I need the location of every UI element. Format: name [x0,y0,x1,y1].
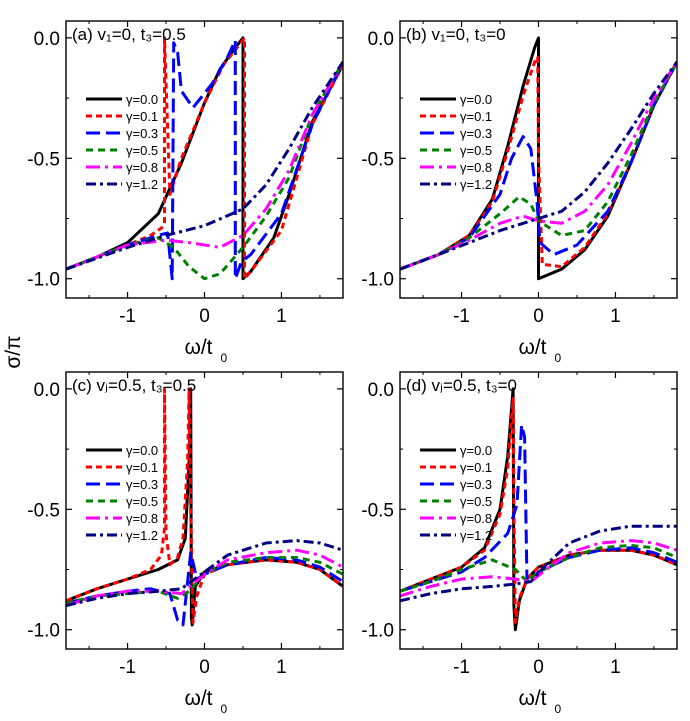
series-line-gamma-4 [400,61,677,271]
plot-frame [65,371,344,650]
legend-label: γ=1.2 [460,177,492,192]
legend-label: γ=0.3 [126,477,158,492]
legend: γ=0.0 γ=0.1 γ=0.3 γ=0.5 γ=0.8 γ=1.2 [420,443,492,543]
x-tick-label: -1 [119,306,136,327]
legend-label: γ=0.0 [126,92,158,107]
legend-label: γ=0.8 [460,511,492,526]
x-tick-label: -1 [119,657,136,678]
x-axis-label-subscript: 0 [555,351,562,365]
legend-label: γ=0.8 [126,511,158,526]
x-axis-label-subscript: 0 [555,702,562,716]
x-axis-label: ω/t [184,687,212,710]
legend-label: γ=0.0 [460,92,492,107]
series-line-gamma-5 [66,539,343,608]
x-tick-label: -1 [453,306,470,327]
legend-label: γ=1.2 [126,528,158,543]
series-line-gamma-4 [66,548,343,608]
y-tick-label: -1.0 [27,270,60,291]
panel-title: (a) v₁=0, t₃=0.5 [72,25,186,44]
y-tick-label: -0.5 [361,500,394,521]
plot-frame [399,371,678,650]
x-axis-label: ω/t [518,336,546,359]
series-line-gamma-2 [400,61,677,271]
y-tick-label: -0.5 [361,149,394,170]
series-line-gamma-5 [66,61,343,271]
legend-label: γ=0.5 [126,494,158,509]
y-tick-label: 0.0 [34,380,60,401]
x-axis-label-subscript: 0 [221,702,228,716]
x-axis-label: ω/t [184,336,212,359]
legend-label: γ=0.3 [126,126,158,141]
series-line-gamma-0 [66,387,343,627]
legend-label: γ=0.1 [126,109,158,124]
panels-group: -1 0 10.0-0.5-1.0(a) v₁=0, t₃=0.5γ=0.0γ=0.… [27,20,678,716]
legend-label: γ=0.8 [126,160,158,175]
legend-label: γ=0.0 [126,443,158,458]
series-group [400,36,677,281]
panel-title: (b) v₁=0, t₃=0 [406,25,506,44]
x-tick-label: 1 [610,306,621,327]
panel-1: -1 0 10.0-0.5-1.0(b) v₁=0, t₃=0γ=0.0γ=0.1γ… [361,20,678,365]
legend: γ=0.0 γ=0.1 γ=0.3 γ=0.5 γ=0.8 γ=1.2 [86,443,158,543]
series-line-gamma-3 [66,556,343,605]
legend: γ=0.0 γ=0.1 γ=0.3 γ=0.5 γ=0.8 γ=1.2 [420,92,492,192]
legend-label: γ=0.3 [460,126,492,141]
y-tick-label: -1.0 [27,621,60,642]
x-tick-label: 0 [199,657,210,678]
panel-title: (c) vⱼ=0.5, t₃=0.5 [72,376,196,395]
y-tick-label: 0.0 [368,29,394,50]
legend-label: γ=1.2 [126,177,158,192]
series-line-gamma-0 [400,387,677,632]
series-line-gamma-3 [400,61,677,271]
legend-label: γ=0.3 [460,477,492,492]
y-tick-label: -1.0 [361,270,394,291]
legend-label: γ=0.1 [126,460,158,475]
y-tick-label: 0.0 [34,29,60,50]
x-axis-label-subscript: 0 [221,351,228,365]
legend-label: γ=0.5 [460,494,492,509]
series-line-gamma-2 [66,551,343,627]
x-tick-label: 0 [199,306,210,327]
x-tick-label: 0 [533,657,544,678]
panel-title: (d) vⱼ=0.5, t₃=0 [406,376,517,395]
y-axis-label: σ/π [2,335,25,368]
legend-label: γ=0.1 [460,460,492,475]
legend-label: γ=0.5 [460,143,492,158]
x-tick-label: 0 [533,306,544,327]
panel-2: -1 0 10.0-0.5-1.0(c) vⱼ=0.5, t₃=0.5γ=0.0γ=… [27,371,344,716]
series-group [66,387,343,627]
panel-3: -1 0 10.0-0.5-1.0(d) vⱼ=0.5, t₃=0γ=0.0γ=0.… [361,371,678,716]
legend: γ=0.0 γ=0.1 γ=0.3 γ=0.5 γ=0.8 γ=1.2 [86,92,158,192]
series-line-gamma-3 [66,61,343,281]
y-tick-label: -1.0 [361,621,394,642]
y-tick-label: -0.5 [27,500,60,521]
y-tick-label: 0.0 [368,380,394,401]
series-line-gamma-2 [66,38,343,281]
x-tick-label: 1 [276,306,287,327]
x-tick-label: -1 [453,657,470,678]
series-line-gamma-1 [400,55,677,271]
series-group [400,387,677,632]
panel-0: -1 0 10.0-0.5-1.0(a) v₁=0, t₃=0.5γ=0.0γ=0.… [27,20,344,365]
series-line-gamma-4 [400,539,677,598]
series-line-gamma-5 [400,61,677,271]
series-line-gamma-1 [66,387,343,624]
y-tick-label: -0.5 [27,149,60,170]
x-tick-label: 1 [610,657,621,678]
legend-label: γ=0.0 [460,443,492,458]
series-line-gamma-3 [400,543,677,593]
series-line-gamma-1 [400,397,677,624]
legend-label: γ=1.2 [460,528,492,543]
x-axis-label: ω/t [518,687,546,710]
legend-label: γ=0.5 [126,143,158,158]
x-tick-label: 1 [276,657,287,678]
legend-label: γ=0.1 [460,109,492,124]
series-line-gamma-5 [400,524,677,603]
series-group [66,36,343,281]
legend-label: γ=0.8 [460,160,492,175]
series-line-gamma-1 [66,36,343,281]
